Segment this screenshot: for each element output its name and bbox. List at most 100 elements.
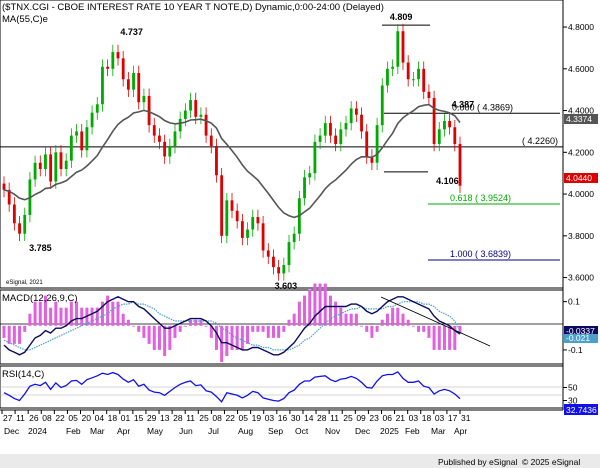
candle-body xyxy=(215,146,218,176)
x-axis-month-label: Mar xyxy=(431,426,446,436)
candle-body xyxy=(64,160,68,170)
macd-histogram-bar xyxy=(214,325,218,350)
candle-body xyxy=(59,152,63,170)
macd-histogram-bar xyxy=(100,301,104,326)
x-axis-day-label: 25 xyxy=(343,413,353,423)
x-axis-month-label: Dec xyxy=(355,426,371,436)
candle-body xyxy=(391,66,395,69)
macd-histogram-bar xyxy=(183,325,187,327)
candle-body xyxy=(323,123,327,136)
candle-body xyxy=(18,223,21,234)
candle-body xyxy=(101,66,104,105)
x-axis-day-label: 08 xyxy=(42,413,52,423)
x-axis-month-label: 2024 xyxy=(28,426,47,436)
moving-average-line xyxy=(3,103,461,219)
macd-histogram-bar xyxy=(209,325,213,338)
macd-histogram-bar xyxy=(204,325,208,327)
candle-body xyxy=(261,223,265,251)
candle-body xyxy=(178,118,182,132)
candle-body xyxy=(199,114,203,117)
candle-body xyxy=(344,123,348,130)
candle-body xyxy=(69,135,73,161)
macd-histogram-bar xyxy=(90,307,94,326)
candle-body xyxy=(49,154,53,182)
rsi-line xyxy=(3,371,461,403)
candle-body xyxy=(12,204,16,224)
macd-histogram-bar xyxy=(292,313,296,326)
x-axis-month-label: Dec xyxy=(4,426,20,436)
candle-body xyxy=(354,108,358,115)
x-axis-day-label: 22 xyxy=(55,413,65,423)
candle-body xyxy=(209,135,213,147)
candle-body xyxy=(318,135,322,142)
candle-body xyxy=(411,79,415,81)
candle-body xyxy=(272,256,275,268)
candle-body xyxy=(240,221,244,238)
x-axis-month-label: Feb xyxy=(66,426,81,436)
candle-body xyxy=(194,100,198,117)
x-axis-day-label: 26 xyxy=(29,413,39,423)
candle-body xyxy=(235,210,239,222)
candle-body xyxy=(152,125,156,136)
rsi-title: RSI(14,C) xyxy=(2,369,44,380)
macd-histogram-bar xyxy=(282,325,286,332)
candle-body xyxy=(308,173,312,178)
macd-line xyxy=(3,296,461,356)
candle-body xyxy=(386,68,389,86)
candle-body xyxy=(163,141,167,157)
footer-publisher: Published by eSignal xyxy=(438,457,518,467)
candle-body xyxy=(173,131,177,147)
macd-histogram-bar xyxy=(142,325,146,338)
macd-histogram-bar xyxy=(18,325,22,344)
macd-axis-label: -0.1 xyxy=(568,345,583,355)
price-annotation: 3.603 xyxy=(275,281,298,291)
macd-histogram-bar xyxy=(334,301,338,326)
x-axis-day-label: 18 xyxy=(422,413,432,423)
candle-body xyxy=(137,72,141,103)
candle-body xyxy=(370,156,374,163)
candle-body xyxy=(334,135,338,144)
candle-body xyxy=(126,79,130,90)
candle-body xyxy=(277,267,281,274)
candle-body xyxy=(396,31,400,67)
macd-histogram-bar xyxy=(95,307,99,326)
x-axis-day-label: 05 xyxy=(68,413,78,423)
macd-histogram-bar xyxy=(116,301,120,326)
level-label: 0.000 ( 4.3869) xyxy=(452,102,513,112)
x-axis-day-label: 03 xyxy=(409,413,419,423)
candle-body xyxy=(375,125,379,163)
x-axis-day-label: 29 xyxy=(147,413,157,423)
x-axis-day-label: 28 xyxy=(317,413,327,423)
price-axis-label: 4.4000 xyxy=(568,106,594,116)
level-label: ( 4.2260) xyxy=(522,136,558,146)
candle-body xyxy=(106,66,110,69)
x-axis-day-label: 18 xyxy=(108,413,118,423)
price-annotation: 4.106 xyxy=(436,176,459,186)
macd-histogram-bar xyxy=(271,325,275,338)
x-axis-day-label: 11 xyxy=(186,413,195,423)
macd-histogram-bar xyxy=(152,325,156,350)
candle-body xyxy=(147,95,151,126)
macd-histogram-bar xyxy=(80,307,84,326)
ma-value-tag: 4.3374 xyxy=(566,114,592,124)
x-axis-day-label: 09 xyxy=(356,413,366,423)
candle-body xyxy=(329,123,332,136)
x-axis-day-label: 30 xyxy=(291,413,301,423)
macd-histogram-bar xyxy=(59,307,63,326)
macd-trendline xyxy=(380,296,491,347)
candle-body xyxy=(7,189,11,205)
x-axis-day-label: 27 xyxy=(3,413,13,423)
x-axis-month-label: Mar xyxy=(90,426,105,436)
x-axis-day-label: 11 xyxy=(330,413,339,423)
x-axis-month-label: Jun xyxy=(179,426,193,436)
rsi-axis-label: 30 xyxy=(568,396,578,406)
macd-histogram-bar xyxy=(453,325,457,350)
candle-body xyxy=(292,233,296,243)
price-axis-label: 4.2000 xyxy=(568,147,594,157)
macd-histogram-bar xyxy=(220,325,224,362)
footer-copyright: © 2025 eSignal xyxy=(522,457,580,467)
candle-body xyxy=(246,229,249,238)
candle-body xyxy=(230,200,234,211)
macd-histogram-bar xyxy=(178,325,182,332)
indicator-label: MA(55,C)e xyxy=(2,14,48,25)
